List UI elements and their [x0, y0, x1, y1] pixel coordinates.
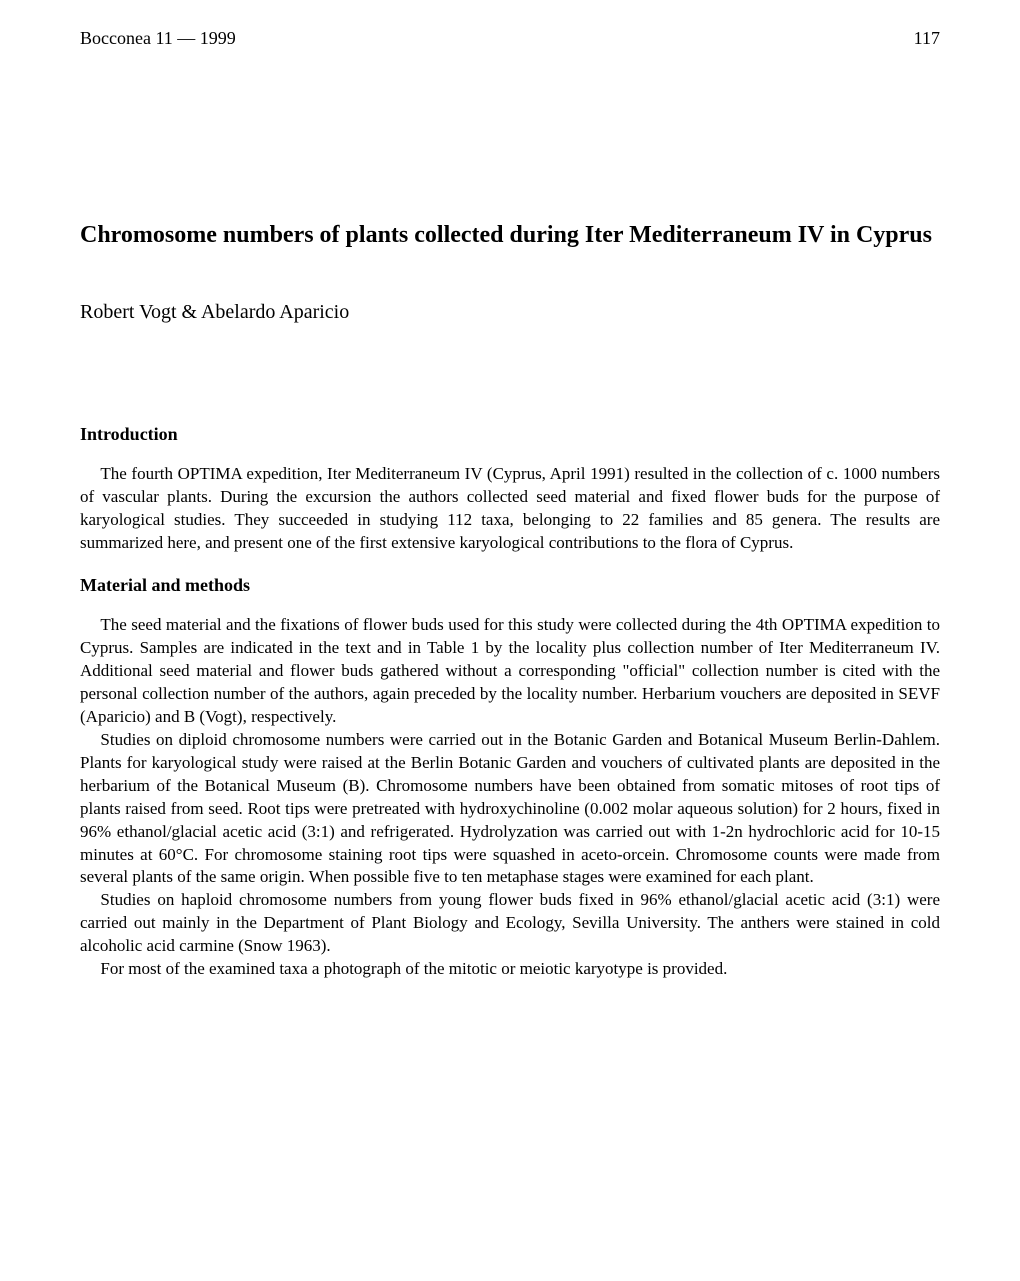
methods-heading: Material and methods: [80, 575, 940, 596]
article-title: Chromosome numbers of plants collected d…: [80, 219, 940, 251]
running-header: Bocconea 11 — 1999 117: [80, 28, 940, 49]
page-number: 117: [914, 28, 940, 49]
methods-paragraph-4: For most of the examined taxa a photogra…: [80, 958, 940, 981]
authors-line: Robert Vogt & Abelardo Aparicio: [80, 301, 940, 324]
introduction-paragraph: The fourth OPTIMA expedition, Iter Medit…: [80, 463, 940, 555]
methods-paragraph-3: Studies on haploid chromosome numbers fr…: [80, 889, 940, 958]
introduction-heading: Introduction: [80, 424, 940, 445]
methods-paragraph-2: Studies on diploid chromosome numbers we…: [80, 729, 940, 890]
journal-issue: Bocconea 11 — 1999: [80, 28, 236, 49]
methods-section: Material and methods The seed material a…: [80, 575, 940, 981]
introduction-section: Introduction The fourth OPTIMA expeditio…: [80, 424, 940, 555]
methods-paragraph-1: The seed material and the fixations of f…: [80, 614, 940, 729]
